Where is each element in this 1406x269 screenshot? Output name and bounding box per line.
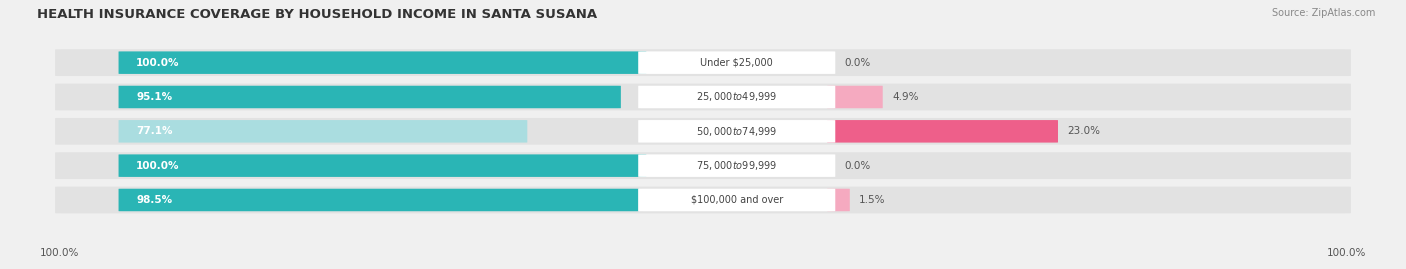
FancyBboxPatch shape — [638, 86, 835, 108]
Text: Under $25,000: Under $25,000 — [700, 58, 773, 68]
FancyBboxPatch shape — [638, 120, 835, 143]
Text: 23.0%: 23.0% — [1067, 126, 1101, 136]
Text: $25,000 to $49,999: $25,000 to $49,999 — [696, 90, 778, 104]
Text: 100.0%: 100.0% — [136, 161, 180, 171]
Text: 4.9%: 4.9% — [893, 92, 918, 102]
Text: 0.0%: 0.0% — [845, 161, 870, 171]
Text: 95.1%: 95.1% — [136, 92, 172, 102]
FancyBboxPatch shape — [118, 154, 647, 177]
Text: 1.5%: 1.5% — [859, 195, 886, 205]
FancyBboxPatch shape — [118, 51, 647, 74]
FancyBboxPatch shape — [638, 51, 835, 74]
Text: 98.5%: 98.5% — [136, 195, 172, 205]
FancyBboxPatch shape — [118, 86, 621, 108]
FancyBboxPatch shape — [55, 84, 1351, 110]
FancyBboxPatch shape — [118, 120, 527, 143]
FancyBboxPatch shape — [827, 120, 1057, 143]
Text: $75,000 to $99,999: $75,000 to $99,999 — [696, 159, 778, 172]
Text: Source: ZipAtlas.com: Source: ZipAtlas.com — [1271, 8, 1375, 18]
Text: $50,000 to $74,999: $50,000 to $74,999 — [696, 125, 778, 138]
FancyBboxPatch shape — [638, 154, 835, 177]
FancyBboxPatch shape — [827, 86, 883, 108]
Text: 100.0%: 100.0% — [39, 248, 79, 258]
Text: 0.0%: 0.0% — [845, 58, 870, 68]
FancyBboxPatch shape — [55, 49, 1351, 76]
FancyBboxPatch shape — [55, 152, 1351, 179]
Text: HEALTH INSURANCE COVERAGE BY HOUSEHOLD INCOME IN SANTA SUSANA: HEALTH INSURANCE COVERAGE BY HOUSEHOLD I… — [37, 8, 596, 21]
FancyBboxPatch shape — [638, 189, 835, 211]
FancyBboxPatch shape — [827, 189, 849, 211]
FancyBboxPatch shape — [118, 189, 638, 211]
Text: $100,000 and over: $100,000 and over — [690, 195, 783, 205]
FancyBboxPatch shape — [55, 118, 1351, 145]
Text: 100.0%: 100.0% — [1327, 248, 1367, 258]
FancyBboxPatch shape — [55, 187, 1351, 213]
Text: 100.0%: 100.0% — [136, 58, 180, 68]
Text: 77.1%: 77.1% — [136, 126, 173, 136]
